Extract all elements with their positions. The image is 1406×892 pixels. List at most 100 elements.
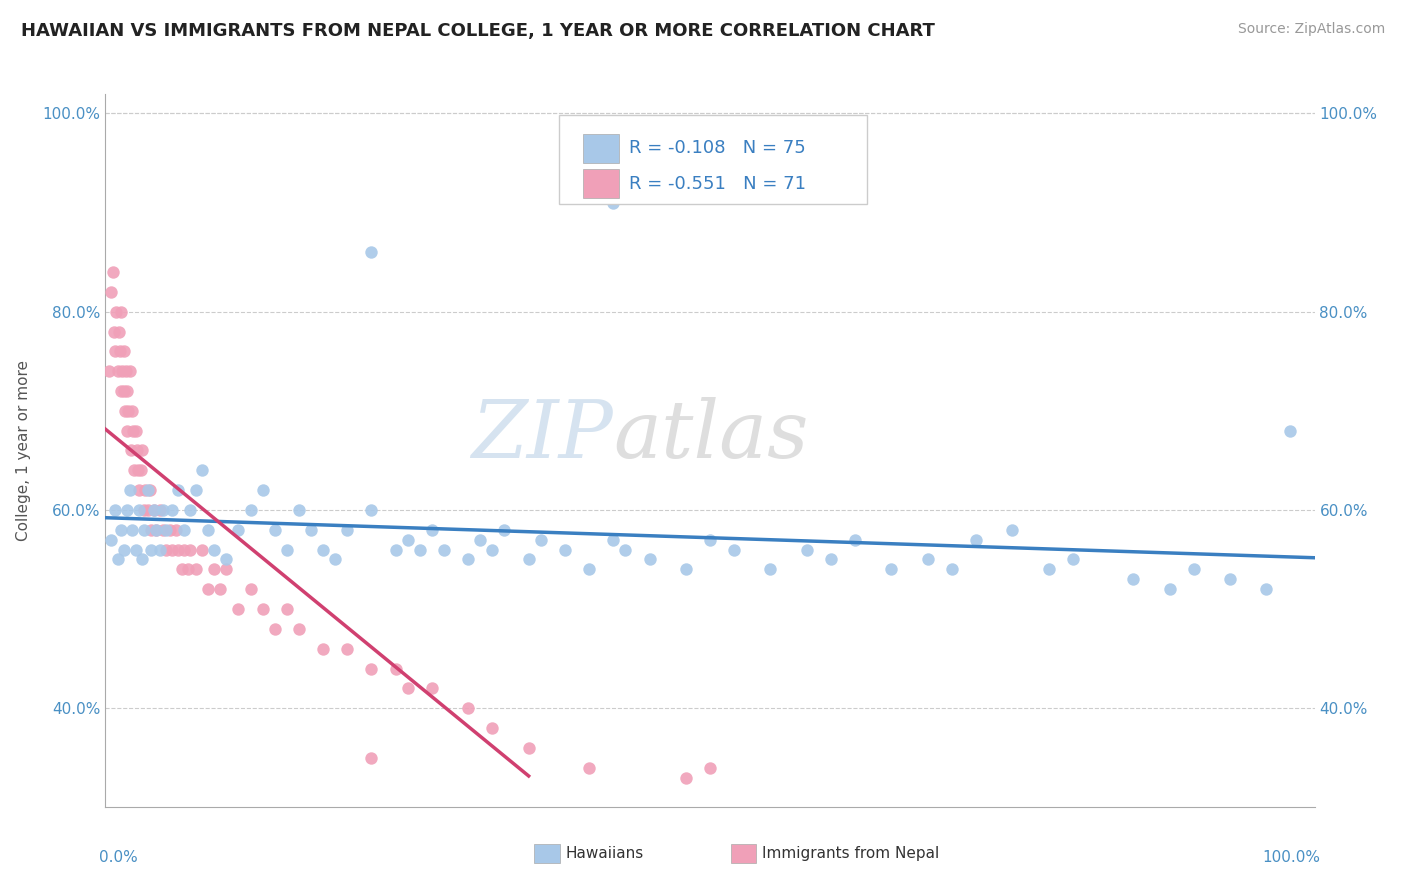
Point — [134, 503, 156, 517]
Point — [323, 552, 346, 566]
Point — [457, 552, 479, 566]
Point — [149, 542, 172, 557]
Point — [103, 325, 125, 339]
Point — [263, 622, 285, 636]
Point — [105, 304, 128, 318]
Point — [360, 661, 382, 675]
Point — [142, 503, 165, 517]
Point — [115, 503, 138, 517]
FancyBboxPatch shape — [560, 115, 868, 204]
Point — [252, 483, 274, 497]
Point — [145, 523, 167, 537]
Point — [941, 562, 963, 576]
Point — [100, 285, 122, 299]
Point — [578, 562, 600, 576]
Point — [759, 562, 782, 576]
Point — [312, 641, 335, 656]
Point — [110, 304, 132, 318]
Point — [160, 542, 183, 557]
Point — [152, 503, 174, 517]
Point — [276, 602, 298, 616]
Point — [276, 542, 298, 557]
Point — [110, 523, 132, 537]
Point — [155, 523, 177, 537]
Point — [100, 533, 122, 547]
Point — [288, 503, 311, 517]
Point — [104, 344, 127, 359]
Point — [155, 542, 177, 557]
Text: atlas: atlas — [613, 398, 808, 475]
Point — [1001, 523, 1024, 537]
Point — [202, 562, 225, 576]
Point — [844, 533, 866, 547]
Point — [420, 681, 443, 696]
Point — [173, 542, 195, 557]
Point — [159, 523, 181, 537]
Point — [360, 245, 382, 260]
Point — [360, 503, 382, 517]
Point — [118, 364, 141, 378]
Point — [517, 740, 540, 755]
Point — [115, 364, 138, 378]
Point — [124, 542, 148, 557]
Point — [98, 364, 121, 378]
Point — [699, 761, 721, 775]
Point — [167, 483, 190, 497]
Point — [165, 523, 187, 537]
Point — [112, 344, 135, 359]
Point — [675, 562, 697, 576]
Point — [699, 533, 721, 547]
Point — [675, 771, 697, 785]
Point — [1182, 562, 1205, 576]
Point — [129, 463, 152, 477]
Point — [239, 503, 262, 517]
Point — [128, 483, 150, 497]
Point — [136, 483, 159, 497]
Point — [179, 542, 201, 557]
Point — [965, 533, 987, 547]
Point — [111, 364, 134, 378]
Point — [1159, 582, 1181, 597]
Point — [215, 562, 238, 576]
Point — [112, 542, 135, 557]
Point — [114, 404, 136, 418]
Point — [124, 424, 148, 438]
Point — [134, 523, 156, 537]
Text: R = -0.551   N = 71: R = -0.551 N = 71 — [628, 175, 806, 193]
Point — [396, 681, 419, 696]
Point — [131, 552, 153, 566]
Point — [880, 562, 903, 576]
Point — [101, 265, 124, 279]
Point — [197, 582, 219, 597]
Point — [517, 552, 540, 566]
Point — [470, 533, 492, 547]
Point — [288, 622, 311, 636]
Point — [433, 542, 456, 557]
Point — [128, 503, 150, 517]
Point — [149, 503, 172, 517]
Point — [152, 523, 174, 537]
Point — [638, 552, 661, 566]
Point — [228, 602, 250, 616]
Point — [384, 661, 406, 675]
Point — [110, 384, 132, 398]
Point — [723, 542, 745, 557]
Point — [336, 641, 359, 656]
FancyBboxPatch shape — [583, 169, 620, 198]
Point — [115, 424, 138, 438]
Point — [409, 542, 432, 557]
Point — [121, 523, 143, 537]
Point — [127, 463, 149, 477]
Point — [160, 503, 183, 517]
Point — [136, 503, 159, 517]
Point — [107, 364, 129, 378]
Point — [124, 463, 146, 477]
Point — [176, 562, 198, 576]
Point — [481, 721, 503, 735]
Point — [263, 523, 285, 537]
Point — [481, 542, 503, 557]
Point — [107, 325, 129, 339]
Point — [252, 602, 274, 616]
Point — [820, 552, 842, 566]
Point — [1038, 562, 1060, 576]
